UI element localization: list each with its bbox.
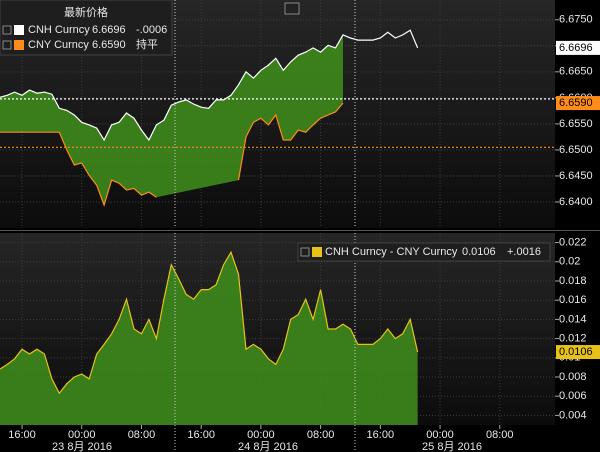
legend-value: 0.0106 — [462, 246, 496, 258]
series-line — [0, 250, 419, 395]
last-value-label: 0.0106 — [559, 346, 593, 358]
series-line — [0, 29, 419, 142]
x-tick-label: 08:00 — [486, 429, 514, 441]
legend-toggle — [300, 247, 310, 257]
x-tick-label: 16:00 — [367, 429, 395, 441]
legend-value: 6.6696 — [92, 24, 126, 36]
legend-swatch — [312, 247, 322, 257]
legend-value: 6.6590 — [92, 39, 126, 51]
area-fill — [0, 252, 418, 425]
x-tick-label: 00:00 — [247, 429, 275, 441]
x-tick-label: 00:00 — [68, 429, 96, 441]
x-tick-label: 16:00 — [187, 429, 215, 441]
legend: 最新价格 CNH Curncy 6.6696 -.0006 CNY Curncy 6.65… — [0, 0, 173, 56]
legend-swatch — [14, 40, 24, 50]
legend-toggle — [2, 40, 12, 50]
y-tick-label: 6.6650 — [559, 66, 593, 78]
y-tick-label: 0.004 — [559, 409, 587, 421]
y-tick-label: 0.018 — [559, 275, 587, 287]
y-tick-label: 6.6750 — [559, 14, 593, 26]
y-tick-label: 0.014 — [559, 313, 587, 325]
last-value-box — [556, 96, 600, 111]
x-tick-label: 16:00 — [8, 429, 36, 441]
legend-swatch — [14, 25, 24, 35]
legend-name: CNY Curncy — [28, 39, 89, 51]
y-tick-label: 0.012 — [559, 333, 587, 345]
legend-change: 持平 — [136, 37, 158, 51]
legend: CNH Curncy - CNY Curncy 0.0106 +.0016 — [297, 242, 551, 262]
legend-change: +.0016 — [507, 246, 541, 258]
y-tick-label: 0.016 — [559, 294, 587, 306]
x-tick-label: 08:00 — [128, 429, 156, 441]
legend-name: CNH Curncy — [28, 24, 90, 36]
last-value-label: 6.6696 — [559, 42, 593, 54]
x-tick-label: 00:00 — [426, 429, 454, 441]
y-tick-label: 0.02 — [559, 256, 580, 268]
last-value-box — [556, 345, 600, 360]
last-value-box — [556, 40, 600, 55]
legend-title: 最新价格 — [64, 5, 108, 19]
y-tick-label: 6.6550 — [559, 118, 593, 130]
series-line — [0, 102, 344, 207]
y-tick-label: 6.6450 — [559, 170, 593, 182]
x-tick-label: 08:00 — [307, 429, 335, 441]
y-tick-label: 6.6400 — [559, 196, 593, 208]
legend-bg — [297, 242, 551, 262]
legend-change: -.0006 — [136, 24, 167, 36]
date-label: 24 8月 2016 — [238, 441, 298, 452]
y-tick-label: 0.008 — [559, 371, 587, 383]
legend-toggle — [2, 25, 12, 35]
date-label: 23 8月 2016 — [52, 441, 112, 452]
date-label: 25 8月 2016 — [422, 441, 482, 452]
y-tick-label: 0.022 — [559, 237, 587, 249]
spread-fill — [0, 34, 343, 206]
last-value-label: 6.6590 — [559, 97, 593, 109]
toolbar-icon — [284, 2, 300, 15]
y-tick-label: 6.6500 — [559, 144, 593, 156]
legend-name: CNH Curncy - CNY Curncy — [325, 246, 458, 258]
y-tick-label: 0.006 — [559, 390, 587, 402]
legend-bg — [0, 0, 173, 56]
